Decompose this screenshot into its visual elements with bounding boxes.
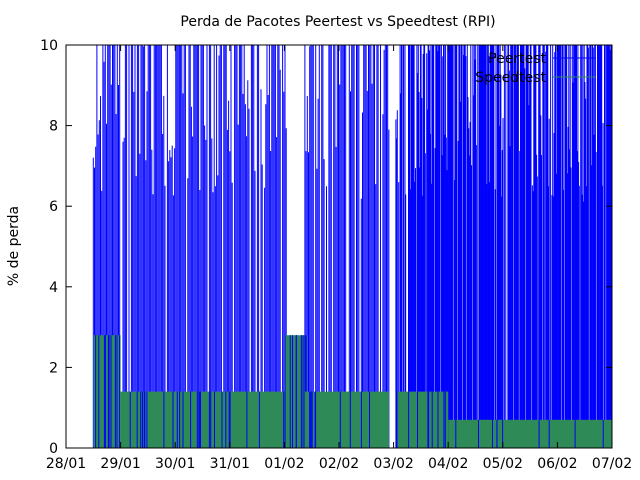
y-axis: 0 2 4 6 8 10 — [40, 38, 612, 457]
legend: Peertest Speedtest — [475, 51, 596, 86]
bars-layer — [92, 45, 612, 448]
speedtest-bar — [395, 391, 449, 448]
speedtest-bar — [93, 335, 121, 448]
legend-label-speedtest: Speedtest — [475, 70, 546, 86]
x-tick-label: 06/02 — [537, 456, 577, 472]
speedtest-bar — [304, 391, 390, 448]
y-tick-label: 4 — [49, 280, 58, 296]
x-tick-label: 30/01 — [155, 456, 195, 472]
y-tick-label: 8 — [49, 119, 58, 135]
y-tick-label: 2 — [49, 360, 58, 376]
x-tick-label: 29/01 — [100, 456, 140, 472]
series-peertest — [92, 45, 612, 448]
x-tick-label: 05/02 — [483, 456, 523, 472]
y-tick-label: 0 — [49, 441, 58, 457]
speedtest-bar — [448, 419, 612, 448]
speedtest-bar — [120, 391, 176, 448]
x-tick-label: 31/01 — [210, 456, 250, 472]
legend-label-peertest: Peertest — [488, 51, 546, 67]
chart-title: Perda de Pacotes Peertest vs Speedtest (… — [180, 14, 495, 30]
speedtest-bar — [202, 391, 287, 448]
x-tick-label: 03/02 — [373, 456, 413, 472]
x-tick-label: 02/02 — [319, 456, 359, 472]
x-tick-label: 07/02 — [592, 456, 632, 472]
x-tick-label: 28/01 — [46, 456, 86, 472]
y-tick-label: 10 — [40, 38, 58, 54]
series-speedtest — [93, 335, 612, 448]
x-axis: 28/01 29/01 30/01 31/01 01/02 02/02 03/02 04/02… — [46, 45, 632, 472]
y-axis-label: % de perda — [6, 206, 22, 286]
x-tick-label: 01/02 — [264, 456, 304, 472]
y-tick-label: 6 — [49, 199, 58, 215]
x-tick-label: 04/02 — [428, 456, 468, 472]
